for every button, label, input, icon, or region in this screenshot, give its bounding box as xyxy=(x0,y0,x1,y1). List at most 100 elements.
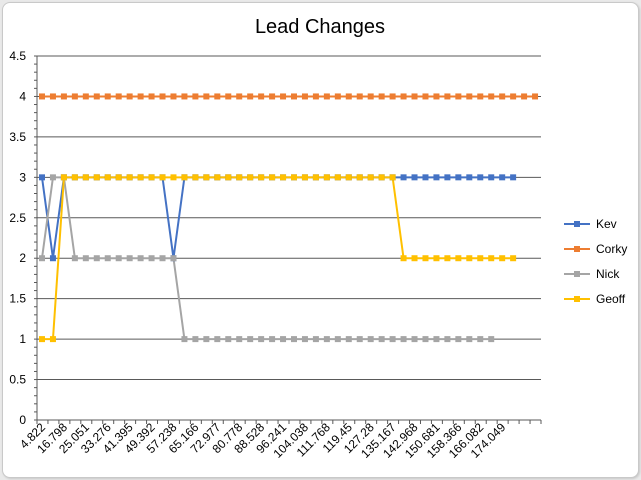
data-point-nick xyxy=(422,336,429,343)
data-point-corky xyxy=(93,93,100,100)
data-point-geoff xyxy=(312,174,319,181)
legend-marker-kev xyxy=(574,221,580,227)
data-point-corky xyxy=(356,93,363,100)
legend-label-kev: Kev xyxy=(596,217,617,231)
data-point-corky xyxy=(345,93,352,100)
data-point-geoff xyxy=(104,174,111,181)
data-point-corky xyxy=(521,93,528,100)
data-point-corky xyxy=(115,93,122,100)
data-point-nick xyxy=(93,255,100,262)
data-point-corky xyxy=(269,93,276,100)
data-point-nick xyxy=(148,255,155,262)
data-point-corky xyxy=(411,93,418,100)
data-point-corky xyxy=(247,93,254,100)
data-point-geoff xyxy=(39,336,45,343)
data-point-nick xyxy=(214,336,221,343)
data-point-geoff xyxy=(82,174,89,181)
data-point-corky xyxy=(378,93,385,100)
data-point-kev xyxy=(444,174,451,181)
data-point-nick xyxy=(71,255,78,262)
data-point-corky xyxy=(170,93,177,100)
data-point-corky xyxy=(466,93,473,100)
data-point-nick xyxy=(170,255,177,262)
data-point-nick xyxy=(367,336,374,343)
data-point-kev xyxy=(510,174,517,181)
data-point-kev xyxy=(422,174,429,181)
data-point-nick xyxy=(203,336,210,343)
data-point-nick xyxy=(411,336,418,343)
data-point-corky xyxy=(82,93,89,100)
data-point-kev xyxy=(411,174,418,181)
data-point-corky xyxy=(148,93,155,100)
data-point-corky xyxy=(49,93,56,100)
data-point-corky xyxy=(323,93,330,100)
data-point-kev xyxy=(477,174,484,181)
data-point-corky xyxy=(181,93,188,100)
data-point-corky xyxy=(510,93,517,100)
data-point-corky xyxy=(334,93,341,100)
data-point-nick xyxy=(444,336,451,343)
data-point-nick xyxy=(137,255,144,262)
data-point-corky xyxy=(104,93,111,100)
data-point-geoff xyxy=(466,255,473,262)
data-point-corky xyxy=(400,93,407,100)
data-point-nick xyxy=(378,336,385,343)
data-point-corky xyxy=(126,93,133,100)
data-point-geoff xyxy=(510,255,517,262)
legend-label-geoff: Geoff xyxy=(596,292,626,306)
chart-title: Lead Changes xyxy=(255,16,385,38)
data-point-geoff xyxy=(159,174,166,181)
data-point-geoff xyxy=(433,255,440,262)
data-point-geoff xyxy=(389,174,396,181)
y-axis-tick-labels: 0 0.5 1 1.5 2 2.5 3 3.5 4 4.5 xyxy=(9,49,26,427)
series-markers xyxy=(39,93,539,343)
data-point-nick xyxy=(269,336,276,343)
data-point-nick xyxy=(39,255,45,262)
data-point-kev xyxy=(39,174,45,181)
data-point-corky xyxy=(137,93,144,100)
x-axis-tick-labels: 4.82216.79825.05133.27641.39549.39257.23… xyxy=(17,420,509,461)
data-point-geoff xyxy=(334,174,341,181)
data-point-geoff xyxy=(367,174,374,181)
data-point-corky xyxy=(433,93,440,100)
data-point-nick xyxy=(389,336,396,343)
data-point-corky xyxy=(225,93,232,100)
gridlines xyxy=(37,55,541,381)
data-point-geoff xyxy=(301,174,308,181)
data-point-geoff xyxy=(236,174,243,181)
data-point-corky xyxy=(499,93,506,100)
data-point-geoff xyxy=(93,174,100,181)
y-tick-label: 4.5 xyxy=(9,49,26,63)
data-point-geoff xyxy=(148,174,155,181)
data-point-corky xyxy=(60,93,67,100)
y-tick-label: 3.5 xyxy=(9,130,26,144)
data-point-kev xyxy=(466,174,473,181)
data-point-geoff xyxy=(269,174,276,181)
legend-marker-nick xyxy=(574,271,580,277)
data-point-corky xyxy=(444,93,451,100)
data-point-corky xyxy=(488,93,495,100)
data-point-geoff xyxy=(60,174,67,181)
data-point-corky xyxy=(301,93,308,100)
data-point-nick xyxy=(323,336,330,343)
data-point-geoff xyxy=(71,174,78,181)
data-point-corky xyxy=(39,93,45,100)
data-point-corky xyxy=(258,93,265,100)
data-point-nick xyxy=(258,336,265,343)
data-point-geoff xyxy=(280,174,287,181)
data-point-kev xyxy=(49,255,56,262)
legend-marker-corky xyxy=(574,246,580,252)
data-point-corky xyxy=(312,93,319,100)
data-point-nick xyxy=(159,255,166,262)
data-point-corky xyxy=(477,93,484,100)
data-point-geoff xyxy=(400,255,407,262)
data-point-geoff xyxy=(203,174,210,181)
data-point-nick xyxy=(312,336,319,343)
y-tick-label: 2.5 xyxy=(9,211,26,225)
data-point-nick xyxy=(488,336,495,343)
data-point-nick xyxy=(345,336,352,343)
legend-label-corky: Corky xyxy=(596,242,627,256)
data-point-kev xyxy=(433,174,440,181)
legend-label-nick: Nick xyxy=(596,267,620,281)
